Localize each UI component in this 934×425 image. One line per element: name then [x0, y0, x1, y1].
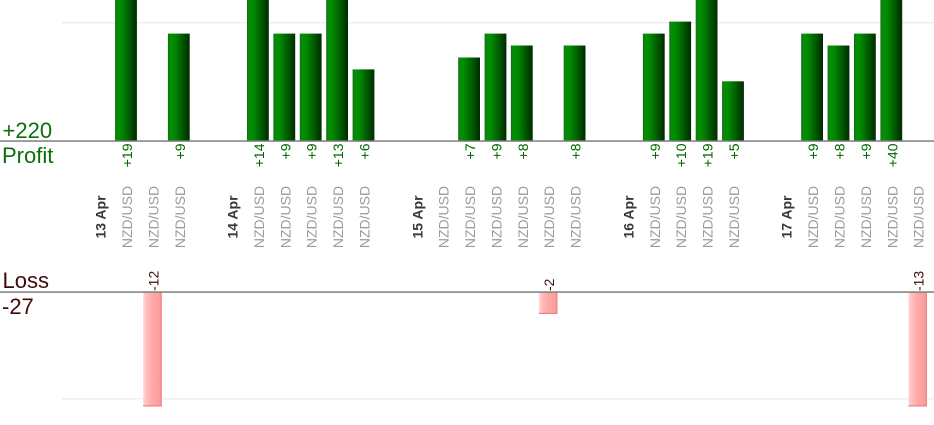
- svg-text:-27: -27: [2, 294, 34, 319]
- svg-text:+220: +220: [3, 118, 53, 143]
- svg-text:NZD/USD: NZD/USD: [119, 186, 135, 248]
- svg-text:+5: +5: [726, 143, 742, 159]
- svg-text:NZD/USD: NZD/USD: [647, 186, 663, 248]
- svg-text:13 Apr: 13 Apr: [93, 195, 109, 239]
- svg-text:+13: +13: [330, 143, 346, 167]
- svg-text:NZD/USD: NZD/USD: [277, 186, 293, 248]
- svg-text:NZD/USD: NZD/USD: [145, 186, 161, 248]
- svg-text:NZD/USD: NZD/USD: [304, 186, 320, 248]
- svg-text:14 Apr: 14 Apr: [225, 195, 241, 239]
- svg-text:NZD/USD: NZD/USD: [832, 186, 848, 248]
- svg-text:Loss: Loss: [3, 268, 49, 293]
- svg-text:+9: +9: [805, 143, 821, 159]
- svg-text:NZD/USD: NZD/USD: [462, 186, 478, 248]
- svg-text:+14: +14: [251, 143, 267, 167]
- svg-text:+6: +6: [357, 143, 373, 159]
- svg-text:+9: +9: [304, 143, 320, 159]
- svg-text:+9: +9: [647, 143, 663, 159]
- svg-text:NZD/USD: NZD/USD: [700, 186, 716, 248]
- svg-text:+8: +8: [515, 143, 531, 159]
- svg-text:Profit: Profit: [2, 143, 53, 168]
- svg-text:+9: +9: [172, 143, 188, 159]
- svg-text:NZD/USD: NZD/USD: [172, 186, 188, 248]
- svg-text:-12: -12: [145, 271, 161, 291]
- svg-text:NZD/USD: NZD/USD: [805, 186, 821, 248]
- svg-text:+8: +8: [832, 143, 848, 159]
- svg-text:NZD/USD: NZD/USD: [884, 186, 900, 248]
- svg-text:+9: +9: [489, 143, 505, 159]
- svg-text:NZD/USD: NZD/USD: [515, 186, 531, 248]
- svg-text:NZD/USD: NZD/USD: [911, 186, 927, 248]
- svg-text:16 Apr: 16 Apr: [620, 195, 636, 239]
- svg-text:-13: -13: [911, 271, 927, 291]
- svg-text:+40: +40: [884, 143, 900, 167]
- svg-text:NZD/USD: NZD/USD: [330, 186, 346, 248]
- svg-text:-2: -2: [541, 278, 557, 291]
- svg-text:NZD/USD: NZD/USD: [541, 186, 557, 248]
- svg-text:+19: +19: [700, 143, 716, 167]
- svg-text:17 Apr: 17 Apr: [779, 195, 795, 239]
- svg-text:+7: +7: [462, 143, 478, 159]
- svg-text:NZD/USD: NZD/USD: [436, 186, 452, 248]
- svg-text:+8: +8: [568, 143, 584, 159]
- svg-text:NZD/USD: NZD/USD: [251, 186, 267, 248]
- svg-text:15 Apr: 15 Apr: [409, 195, 425, 239]
- svg-text:NZD/USD: NZD/USD: [357, 186, 373, 248]
- svg-text:NZD/USD: NZD/USD: [726, 186, 742, 248]
- svg-text:+19: +19: [119, 143, 135, 167]
- svg-text:+9: +9: [858, 143, 874, 159]
- svg-text:+9: +9: [277, 143, 293, 159]
- svg-text:NZD/USD: NZD/USD: [568, 186, 584, 248]
- svg-text:+10: +10: [673, 143, 689, 167]
- svg-text:NZD/USD: NZD/USD: [673, 186, 689, 248]
- svg-text:NZD/USD: NZD/USD: [489, 186, 505, 248]
- svg-text:NZD/USD: NZD/USD: [858, 186, 874, 248]
